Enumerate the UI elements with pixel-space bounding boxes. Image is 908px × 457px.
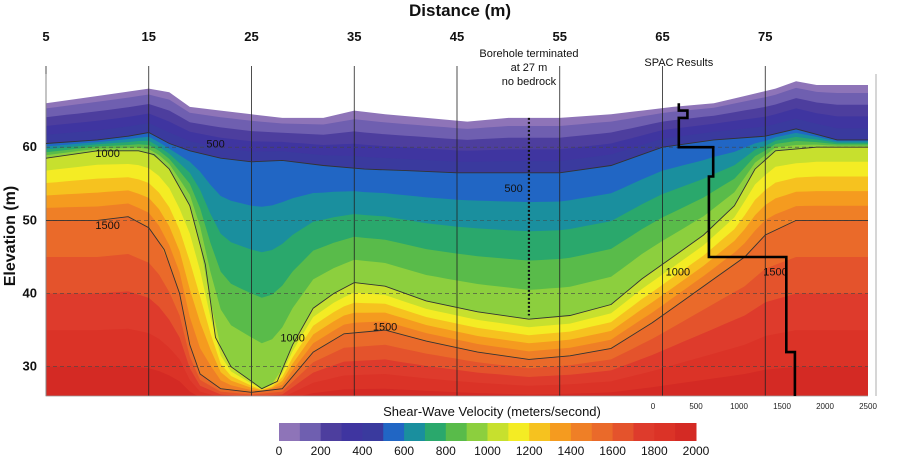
x-tick-label: 15: [142, 29, 156, 44]
spac-tick-label: 500: [689, 402, 703, 411]
colorbar-tick-label: 1000: [474, 444, 501, 457]
spac-tick-label: 1000: [730, 402, 748, 411]
colorbar-swatch: [591, 423, 614, 441]
y-tick-label: 60: [23, 139, 37, 154]
contour-label: 1000: [95, 148, 119, 160]
colorbar-swatch: [466, 423, 488, 441]
plot-frame: [45, 74, 877, 397]
colorbar-swatch: [362, 423, 384, 441]
colorbar-swatch: [529, 423, 551, 441]
colorbar-tick-label: 600: [394, 444, 414, 457]
colorbar-tick-label: 0: [276, 444, 283, 457]
colorbar-tick-label: 1800: [641, 444, 668, 457]
colorbar-swatch: [445, 423, 468, 441]
colorbar-tick-label: 400: [352, 444, 372, 457]
x-tick-label: 45: [450, 29, 464, 44]
contour-label: 1000: [280, 332, 304, 344]
spac-tick-label: 2500: [859, 402, 877, 411]
colorbar-swatch: [299, 423, 322, 441]
y-axis-label: Elevation (m): [2, 186, 19, 286]
contour-line: [46, 128, 868, 174]
colorbar: 0 200 400 600 800 1000 1200 1400 1600 1800 2000: [276, 423, 710, 457]
colorbar-swatch: [487, 423, 509, 441]
spac-profile: SPAC Results: [644, 57, 797, 396]
spac-tick-label: 0: [651, 402, 656, 411]
spac-label: SPAC Results: [644, 57, 713, 69]
colorbar-tick-label: 1400: [558, 444, 585, 457]
borehole-label: at 27 m: [511, 62, 548, 74]
x-tick-labels: 5 15 25 35 45 55 65 75: [42, 29, 772, 44]
colorbar-tick-label: 200: [311, 444, 331, 457]
spac-tick-label: 2000: [816, 402, 834, 411]
colorbar-swatch: [633, 423, 655, 441]
colorbar-swatch: [404, 423, 426, 441]
spac-tick-label: 1500: [773, 402, 791, 411]
borehole-label: Borehole terminated: [479, 48, 578, 60]
chart-title: Distance (m): [409, 1, 511, 20]
colorbar-swatch: [675, 423, 697, 441]
colorbar-swatch: [508, 423, 530, 441]
colorbar-swatch: [383, 423, 405, 441]
colorbar-tick-label: 1600: [599, 444, 626, 457]
borehole-label: no bedrock: [502, 76, 557, 88]
borehole: Borehole terminated at 27 m no bedrock: [479, 48, 578, 316]
x-tick-label: 35: [347, 29, 361, 44]
contour-label: 1500: [763, 267, 787, 279]
contour-label: 1500: [373, 321, 397, 333]
colorbar-swatch: [279, 423, 301, 441]
contour-label: 500: [206, 139, 224, 151]
y-tick-label: 30: [23, 359, 37, 374]
colorbar-title: Shear-Wave Velocity (meters/second): [383, 404, 601, 419]
colorbar-swatch: [570, 423, 593, 441]
contour-label: 500: [504, 183, 522, 195]
spac-profile-line: [677, 103, 797, 396]
contour-label: 1500: [95, 220, 119, 232]
colorbar-swatch: [550, 423, 572, 441]
spac-axis: 0 500 1000 1500 2000 2500: [651, 402, 878, 411]
colorbar-tick-label: 1200: [516, 444, 543, 457]
contour-line: [46, 146, 868, 390]
colorbar-swatch: [654, 423, 676, 441]
x-tick-label: 25: [244, 29, 258, 44]
x-tick-label: 65: [655, 29, 669, 44]
colorbar-tick-label: 800: [436, 444, 456, 457]
colorbar-swatch: [341, 423, 363, 441]
y-tick-label: 50: [23, 212, 37, 227]
y-tick-label: 40: [23, 286, 37, 301]
x-tick-label: 5: [42, 29, 49, 44]
colorbar-swatch: [424, 423, 447, 441]
colorbar-tick-label: 2000: [683, 444, 710, 457]
colorbar-swatch: [320, 423, 343, 441]
y-tick-labels: 30 40 50 60: [23, 139, 37, 374]
colorbar-swatch: [612, 423, 634, 441]
contour-line: [46, 216, 868, 393]
contour-label: 1000: [666, 267, 690, 279]
x-tick-label: 75: [758, 29, 772, 44]
x-tick-label: 55: [553, 29, 567, 44]
velocity-section: 1000 1500 500 1000 1500 500 1000 1500 Borehole …: [45, 48, 877, 397]
